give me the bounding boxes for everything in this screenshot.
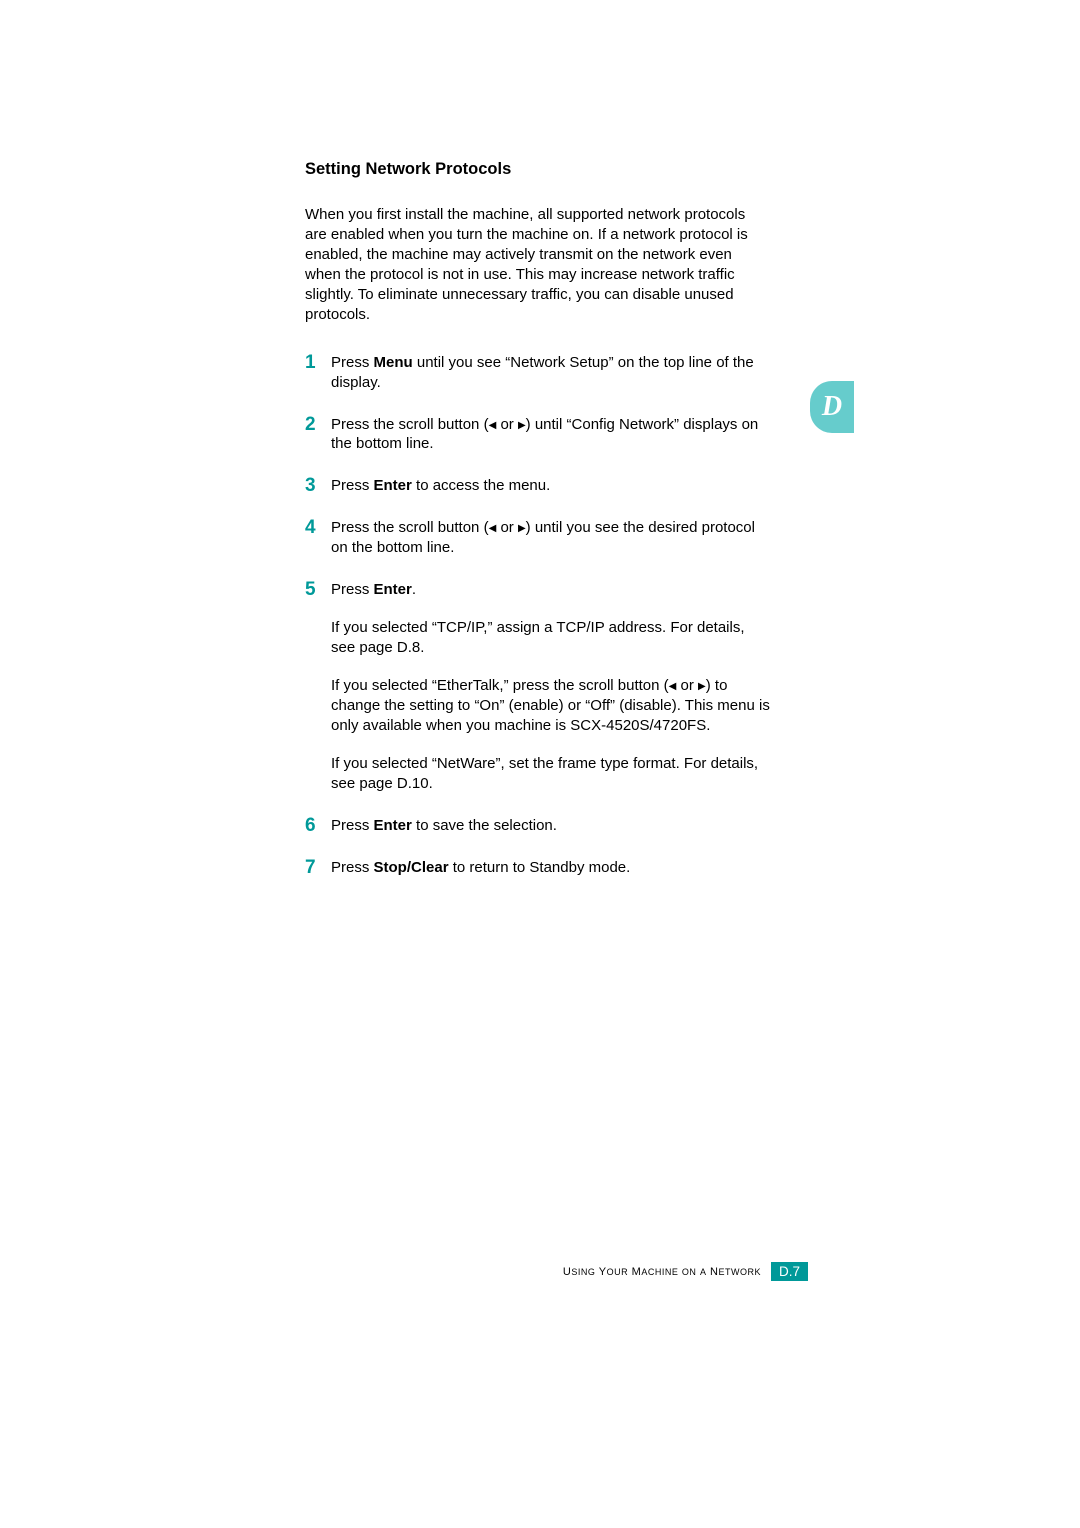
footer-text-part: OUR bbox=[607, 1267, 629, 1277]
page-number: 7 bbox=[792, 1264, 800, 1279]
step-number: 7 bbox=[305, 858, 331, 878]
footer-text-part: M bbox=[628, 1266, 641, 1278]
step: 2Press the scroll button (◀ or ▶) until … bbox=[305, 415, 771, 455]
bold-text: Enter bbox=[374, 477, 412, 494]
page-footer: USING YOUR MACHINE ON A NETWORK D.7 bbox=[0, 1262, 1080, 1281]
content-column: Setting Network Protocols When you first… bbox=[305, 160, 771, 900]
step-paragraph: Press the scroll button (◀ or ▶) until y… bbox=[331, 518, 771, 558]
step-number: 3 bbox=[305, 476, 331, 496]
triangle-left-icon: ◀ bbox=[669, 682, 677, 692]
step: 4Press the scroll button (◀ or ▶) until … bbox=[305, 518, 771, 558]
step-paragraph: Press Enter to access the menu. bbox=[331, 476, 771, 496]
step-body: Press the scroll button (◀ or ▶) until “… bbox=[331, 415, 771, 455]
bold-text: Menu bbox=[374, 354, 413, 371]
step-number: 2 bbox=[305, 415, 331, 455]
step-paragraph: Press Enter. bbox=[331, 580, 771, 600]
triangle-left-icon: ◀ bbox=[489, 421, 497, 431]
section-tab: D bbox=[810, 381, 854, 433]
step: 7Press Stop/Clear to return to Standby m… bbox=[305, 858, 771, 878]
triangle-right-icon: ▶ bbox=[518, 421, 526, 431]
step-paragraph: If you selected “TCP/IP,” assign a TCP/I… bbox=[331, 618, 771, 658]
triangle-right-icon: ▶ bbox=[698, 682, 706, 692]
step-body: Press Enter to access the menu. bbox=[331, 476, 771, 496]
step-paragraph: Press the scroll button (◀ or ▶) until “… bbox=[331, 415, 771, 455]
step-body: Press Enter to save the selection. bbox=[331, 816, 771, 836]
bold-text: Enter bbox=[374, 817, 412, 834]
step: 3Press Enter to access the menu. bbox=[305, 476, 771, 496]
bold-text: Enter bbox=[374, 581, 412, 598]
step-paragraph: If you selected “EtherTalk,” press the s… bbox=[331, 676, 771, 736]
step-number: 5 bbox=[305, 580, 331, 794]
step-number: 6 bbox=[305, 816, 331, 836]
section-title: Setting Network Protocols bbox=[305, 160, 771, 179]
footer-text-part: ON bbox=[682, 1267, 697, 1277]
page: Setting Network Protocols When you first… bbox=[0, 0, 1080, 1528]
bold-text: Stop/Clear bbox=[374, 859, 449, 876]
step-paragraph: Press Enter to save the selection. bbox=[331, 816, 771, 836]
intro-paragraph: When you first install the machine, all … bbox=[305, 205, 771, 325]
triangle-right-icon: ▶ bbox=[518, 524, 526, 534]
section-tab-letter: D bbox=[822, 391, 842, 423]
step: 6Press Enter to save the selection. bbox=[305, 816, 771, 836]
step-number: 4 bbox=[305, 518, 331, 558]
step-paragraph: If you selected “NetWare”, set the frame… bbox=[331, 754, 771, 794]
step-body: Press Menu until you see “Network Setup”… bbox=[331, 353, 771, 393]
page-number-badge: D.7 bbox=[771, 1262, 808, 1281]
step: 1Press Menu until you see “Network Setup… bbox=[305, 353, 771, 393]
footer-text-part: N bbox=[706, 1266, 718, 1278]
step-paragraph: Press Stop/Clear to return to Standby mo… bbox=[331, 858, 771, 878]
step-number: 1 bbox=[305, 353, 331, 393]
step-body: Press Stop/Clear to return to Standby mo… bbox=[331, 858, 771, 878]
step: 5Press Enter. If you selected “TCP/IP,” a… bbox=[305, 580, 771, 794]
step-paragraph: Press Menu until you see “Network Setup”… bbox=[331, 353, 771, 393]
steps-list: 1Press Menu until you see “Network Setup… bbox=[305, 353, 771, 878]
footer-text-part: Y bbox=[595, 1266, 606, 1278]
page-number-prefix: D. bbox=[779, 1264, 793, 1279]
footer-text-part: ETWORK bbox=[718, 1267, 761, 1277]
step-body: Press the scroll button (◀ or ▶) until y… bbox=[331, 518, 771, 558]
footer-text: USING YOUR MACHINE ON A NETWORK bbox=[563, 1266, 761, 1278]
step-body: Press Enter. If you selected “TCP/IP,” as… bbox=[331, 580, 771, 794]
footer-text-part: ACHINE bbox=[641, 1267, 678, 1277]
footer-text-part: SING bbox=[571, 1267, 595, 1277]
triangle-left-icon: ◀ bbox=[489, 524, 497, 534]
